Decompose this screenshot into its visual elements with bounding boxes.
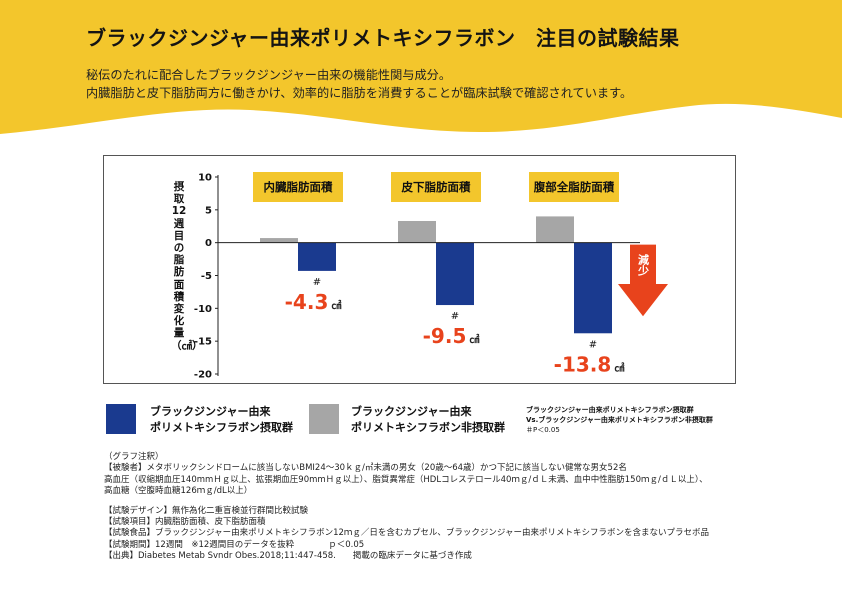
legend-label-active: ブラックジンジャー由来 ポリメトキシフラボン摂取群 bbox=[150, 404, 293, 436]
bar-active bbox=[436, 242, 474, 306]
y-tick-label: -5 bbox=[201, 271, 212, 282]
legend-active-line-2: ポリメトキシフラボン摂取群 bbox=[150, 421, 293, 434]
page-title: ブラックジンジャー由来ポリメトキシフラボン 注目の試験結果 bbox=[86, 26, 680, 50]
bar-placebo bbox=[536, 216, 574, 243]
value-label: -13.8 ㎠ bbox=[554, 352, 625, 376]
page-subtitle: 秘伝のたれに配合したブラックジンジャー由来の機能性関与成分。 内臓脂肪と皮下脂肪… bbox=[86, 66, 632, 102]
note-line-1: ブラックジンジャー由来ポリメトキシフラボン摂取群 bbox=[526, 406, 694, 414]
decrease-arrow bbox=[618, 244, 668, 317]
y-tick-label: 5 bbox=[205, 205, 212, 216]
fat-area-bar-chart: 10 5 0 -5 -10 -15 -20 内臓脂肪面積 # -4.3 ㎠ 皮下脂肪面積 # -9.5 ㎠ 腹… bbox=[194, 172, 668, 381]
category-label: 皮下脂肪面積 bbox=[401, 180, 471, 194]
significance-mark: # bbox=[589, 339, 597, 350]
category-label-box bbox=[529, 172, 619, 202]
decrease-label: 減少 bbox=[637, 252, 651, 275]
notes-line: 高血糖（空腹時血糖126ｍｇ/dL以上） bbox=[104, 486, 253, 497]
note-line-3: ＃P＜0.05 bbox=[526, 426, 560, 434]
legend-label-placebo: ブラックジンジャー由来 ポリメトキシフラボン非摂取群 bbox=[351, 404, 505, 436]
notes-line: （グラフ注釈） bbox=[104, 452, 164, 462]
legend-active-line-1: ブラックジンジャー由来 bbox=[150, 405, 271, 418]
category-label: 内臓脂肪面積 bbox=[264, 180, 333, 194]
notes-line: 【試験項目】内臓脂肪面積、皮下脂肪面積 bbox=[104, 516, 266, 527]
value-label: -4.3 ㎠ bbox=[285, 290, 342, 314]
significance-mark: # bbox=[451, 311, 459, 322]
subtitle-line-2: 内臓脂肪と皮下脂肪両方に働きかけ、効率的に脂肪を消費することが臨床試験で確認され… bbox=[86, 86, 633, 100]
significance-mark: # bbox=[313, 277, 321, 288]
y-tick-label: -10 bbox=[194, 304, 212, 315]
notes-line: 【出典】Diabetes Metab Svndr Obes.2018;11:44… bbox=[104, 551, 472, 562]
category-label-box bbox=[391, 172, 481, 202]
bar-active bbox=[574, 242, 612, 334]
y-tick-label: -15 bbox=[194, 337, 212, 348]
note-line-2: Vs.ブラックジンジャー由来ポリメトキシフラボン非摂取群 bbox=[526, 416, 713, 424]
bar-active bbox=[298, 242, 336, 271]
subtitle-line-1: 秘伝のたれに配合したブラックジンジャー由来の機能性関与成分。 bbox=[86, 68, 452, 82]
legend-placebo-line-1: ブラックジンジャー由来 bbox=[351, 405, 472, 418]
legend-placebo-line-2: ポリメトキシフラボン非摂取群 bbox=[351, 421, 505, 434]
bar-placebo bbox=[260, 238, 298, 243]
notes-line: 高血圧（収縮期血圧140mmＨｇ以上、拡張期血圧90mmＨｇ以上）、脂質異常症（… bbox=[104, 474, 708, 485]
header-background bbox=[0, 0, 842, 134]
y-tick-label: 0 bbox=[205, 238, 212, 249]
y-tick-label: 10 bbox=[198, 173, 212, 184]
notes-line: 【試験期間】12週間 ※12週間目のデータを抜粋 ｐ＜0.05 bbox=[104, 539, 365, 550]
bar-placebo bbox=[398, 220, 436, 243]
notes-line: 【試験デザイン】無作為化二重盲検並行群間比較試験 bbox=[104, 505, 309, 516]
notes-line: 【試験食品】ブラックジンジャー由来ポリメトキシフラボン12ｍｇ／日を含むカプセル… bbox=[104, 528, 709, 539]
notes-line: 【被験者】メタボリックシンドロームに該当しないBMI24～30ｋｇ/㎡未満の男女… bbox=[104, 463, 627, 474]
category-label-box bbox=[253, 172, 343, 202]
study-notes: （グラフ注釈） 【被験者】メタボリックシンドロームに該当しないBMI24～30ｋ… bbox=[104, 452, 709, 563]
y-axis-label: 摂取12週目の脂肪面積変化量（㎠） bbox=[171, 181, 203, 352]
value-label: -9.5 ㎠ bbox=[423, 324, 480, 348]
y-tick-label: -20 bbox=[194, 370, 212, 381]
significance-note: ブラックジンジャー由来ポリメトキシフラボン摂取群 Vs.ブラックジンジャー由来ポ… bbox=[526, 405, 713, 435]
legend-swatch-active bbox=[106, 404, 136, 434]
category-label: 腹部全脂肪面積 bbox=[534, 180, 615, 194]
legend-swatch-placebo bbox=[309, 404, 339, 434]
